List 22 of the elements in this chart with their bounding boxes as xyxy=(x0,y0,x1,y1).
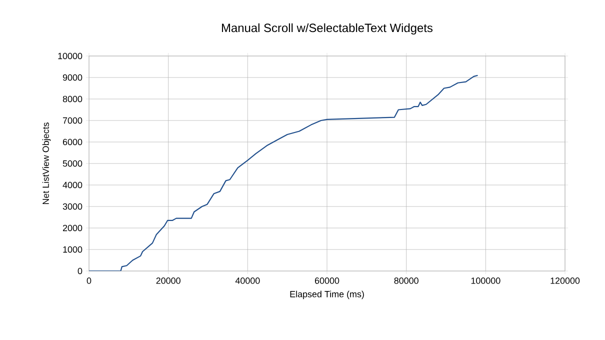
y-axis-title: Net ListView Objects xyxy=(42,122,51,204)
y-tick-label: 4000 xyxy=(62,182,82,188)
x-tick-label: 80000 xyxy=(394,278,418,284)
x-tick-label: 100000 xyxy=(471,278,500,284)
y-tick-label: 2000 xyxy=(62,224,82,232)
x-axis-title: Elapsed Time (ms) xyxy=(290,290,364,300)
x-tick-label: 20000 xyxy=(156,278,180,284)
y-tick-label: 8000 xyxy=(62,96,82,102)
y-tick-label: 10000 xyxy=(58,52,82,60)
x-tick-label: 120000 xyxy=(550,278,580,284)
y-tick-label: 3000 xyxy=(62,203,82,210)
y-tick-label: 0 xyxy=(78,268,82,274)
y-tick-label: 1000 xyxy=(63,246,82,253)
line-series xyxy=(89,74,478,271)
x-tick-label: 0 xyxy=(86,278,92,284)
x-tick-label: 40000 xyxy=(235,278,260,284)
y-tick-label: 6000 xyxy=(62,138,82,146)
x-tick-label: 60000 xyxy=(314,278,340,284)
y-tick-label: 9000 xyxy=(62,74,82,81)
y-tick-label: 7000 xyxy=(62,117,82,124)
y-tick-label: 5000 xyxy=(62,160,82,167)
chart-title: Manual Scroll w/SelectableText Widgets xyxy=(222,23,433,35)
